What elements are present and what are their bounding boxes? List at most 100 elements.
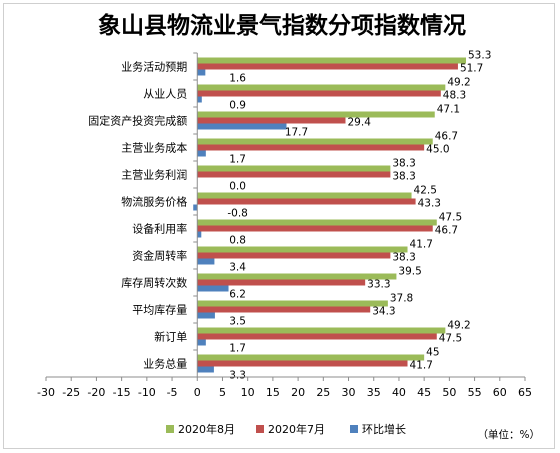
data-label: 3.4 <box>229 262 246 274</box>
bar <box>197 306 371 313</box>
data-label: 0.9 <box>229 100 246 112</box>
bar <box>197 360 408 367</box>
category-label: 新订单 <box>154 330 187 344</box>
data-label: 1.6 <box>229 73 246 85</box>
category-label: 业务活动预期 <box>121 61 187 74</box>
x-tick-label: 45 <box>417 386 431 399</box>
data-label: 49.2 <box>447 77 470 89</box>
bar <box>197 123 287 130</box>
x-tick-label: -30 <box>37 386 55 399</box>
x-tick-label: 50 <box>442 386 456 399</box>
data-label: 47.5 <box>439 333 462 345</box>
legend-label: 2020年7月 <box>268 422 325 436</box>
x-tick-label: 20 <box>291 386 305 399</box>
x-tick-label: -10 <box>138 386 156 399</box>
legend-label: 环比增长 <box>362 422 406 436</box>
bar <box>197 339 206 346</box>
unit-note: （单位：%） <box>478 428 540 441</box>
data-label: 39.5 <box>398 266 421 278</box>
bar <box>197 138 433 145</box>
data-label: 49.2 <box>447 320 470 332</box>
bar <box>197 366 214 373</box>
data-label: 42.5 <box>414 185 437 197</box>
data-label: 45 <box>426 347 439 359</box>
bar <box>197 117 346 124</box>
x-tick-label: 0 <box>194 386 201 399</box>
x-tick-label: 65 <box>518 386 532 399</box>
bar <box>197 333 437 340</box>
bar <box>197 63 458 70</box>
category-label: 固定资产投资完成额 <box>88 114 187 128</box>
bar <box>197 111 435 118</box>
category-label: 资金周转率 <box>132 249 187 263</box>
data-label: 53.3 <box>468 50 491 62</box>
bar <box>197 69 206 76</box>
category-label: 平均库存量 <box>132 303 187 317</box>
category-label: 物流服务价格 <box>121 195 187 209</box>
bar <box>197 312 215 319</box>
bar <box>197 57 467 64</box>
data-label: 38.3 <box>392 252 415 264</box>
data-label: 41.7 <box>410 360 433 372</box>
bar <box>197 258 215 265</box>
data-label: 34.3 <box>372 306 395 318</box>
category-label: 设备利用率 <box>132 222 187 236</box>
legend-swatch <box>350 425 358 433</box>
data-label: 43.3 <box>418 198 441 210</box>
data-label: 33.3 <box>367 279 390 291</box>
data-label: 0.8 <box>229 235 246 247</box>
data-label: -0.8 <box>227 208 248 220</box>
x-tick-label: 10 <box>241 386 255 399</box>
x-tick-label: 60 <box>493 386 507 399</box>
x-tick-label: -5 <box>167 386 178 399</box>
bar <box>197 279 366 286</box>
bar <box>197 231 202 238</box>
category-label: 库存周转次数 <box>121 276 187 290</box>
bar <box>197 198 416 205</box>
bar <box>197 219 437 226</box>
legend-swatch <box>256 425 264 433</box>
x-tick-label: 55 <box>468 386 482 399</box>
chart-title: 象山县物流业景气指数分项指数情况 <box>98 12 466 39</box>
data-label: 0.0 <box>229 181 246 193</box>
x-tick-label: 35 <box>367 386 381 399</box>
bar <box>193 204 198 211</box>
bar <box>197 165 391 172</box>
data-label: 51.7 <box>460 63 483 75</box>
data-label: 17.7 <box>285 127 308 139</box>
bar <box>197 327 446 334</box>
bar <box>197 354 425 361</box>
bar <box>197 171 391 178</box>
category-label: 从业人员 <box>143 88 187 101</box>
data-label: 37.8 <box>390 293 413 305</box>
x-tick-label: 40 <box>392 386 406 399</box>
x-tick-label: 30 <box>342 386 356 399</box>
bar <box>197 300 388 307</box>
legend-swatch <box>166 425 174 433</box>
x-tick-label: -25 <box>62 386 80 399</box>
category-label: 主营业务成本 <box>121 141 187 155</box>
x-tick-label: -20 <box>87 386 105 399</box>
category-label: 主营业务利润 <box>121 168 187 182</box>
bar <box>197 90 441 97</box>
data-label: 38.3 <box>392 158 415 170</box>
bar <box>197 273 397 280</box>
legend-label: 2020年8月 <box>178 422 235 436</box>
data-label: 3.3 <box>229 370 246 382</box>
legend: 2020年8月 2020年7月 环比增长 <box>166 422 406 436</box>
category-label: 业务总量 <box>143 357 187 371</box>
data-label: 3.5 <box>229 316 246 328</box>
data-label: 1.7 <box>229 154 246 166</box>
chart-frame <box>3 3 555 449</box>
data-label: 47.1 <box>437 104 460 116</box>
bar <box>197 96 202 103</box>
bar <box>197 225 433 232</box>
data-label: 38.3 <box>392 171 415 183</box>
bar <box>197 144 425 151</box>
x-tick-label: 15 <box>266 386 280 399</box>
bar <box>197 84 446 91</box>
data-label: 41.7 <box>410 239 433 251</box>
bar <box>197 246 408 253</box>
data-label: 46.7 <box>435 225 458 237</box>
